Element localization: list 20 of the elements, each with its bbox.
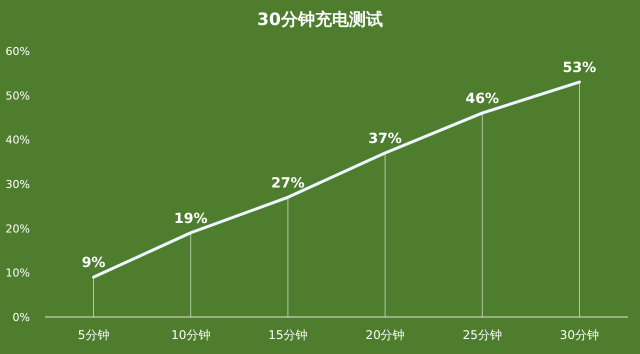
y-tick-label: 40% bbox=[6, 134, 30, 147]
y-tick-label: 30% bbox=[6, 178, 30, 191]
y-tick-label: 10% bbox=[6, 266, 30, 280]
data-label: 9% bbox=[82, 255, 106, 272]
data-label: 19% bbox=[174, 210, 208, 227]
data-label: 37% bbox=[368, 130, 402, 147]
x-tick-label: 20分钟 bbox=[365, 328, 405, 342]
y-tick-label: 60% bbox=[6, 45, 30, 58]
x-tick-label: 5分钟 bbox=[78, 328, 110, 342]
data-label: 53% bbox=[562, 60, 596, 76]
y-tick-label: 0% bbox=[12, 311, 30, 324]
chart-title: 30分钟充电测试 bbox=[257, 10, 383, 30]
x-tick-label: 15分钟 bbox=[268, 328, 308, 342]
data-label: 46% bbox=[465, 91, 500, 108]
data-label: 27% bbox=[271, 175, 305, 192]
y-tick-label: 20% bbox=[6, 222, 30, 236]
x-tick-label: 25分钟 bbox=[462, 328, 502, 342]
y-tick-label: 50% bbox=[6, 89, 30, 102]
x-tick-label: 10分钟 bbox=[171, 328, 210, 342]
x-tick-label: 30分钟 bbox=[560, 328, 600, 342]
